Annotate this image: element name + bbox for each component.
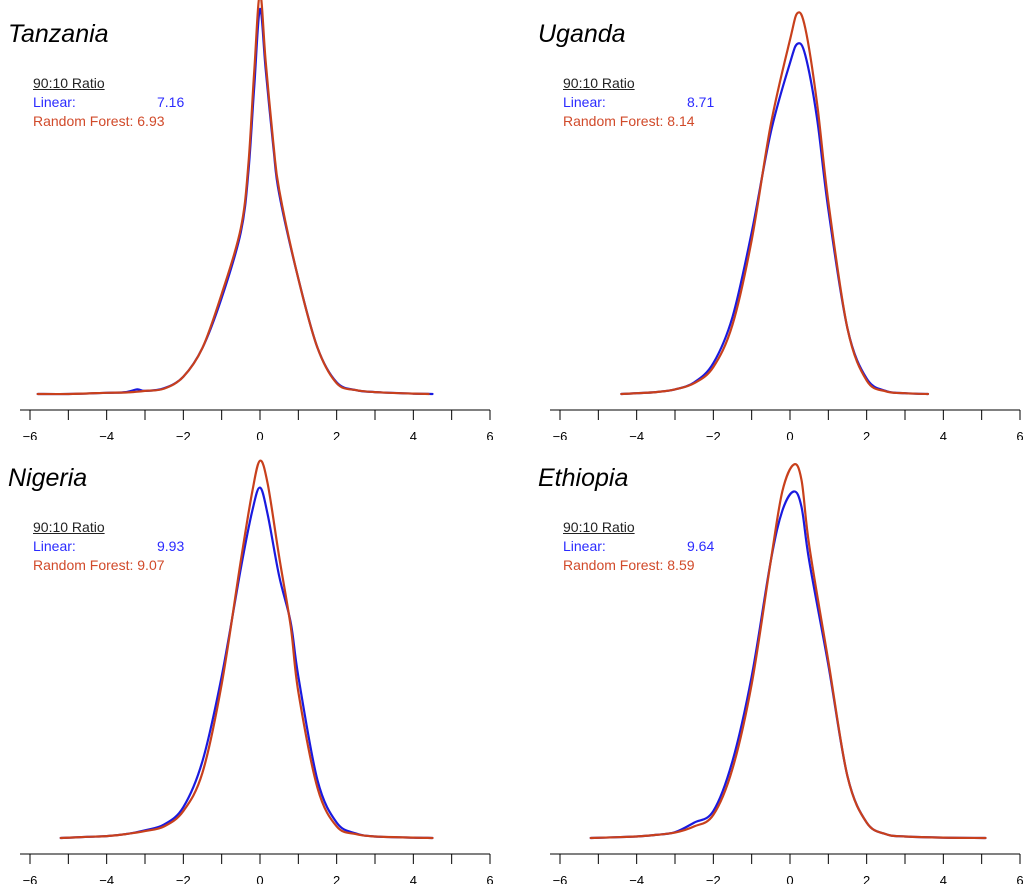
x-tick-label: −4 (629, 429, 644, 440)
x-tick-label: −2 (706, 873, 721, 884)
linear-value: 9.93 (157, 538, 185, 554)
linear-label: Linear: (563, 538, 606, 554)
random-forest-density-line (59, 459, 434, 840)
linear-ratio-row: Linear: 9.64 (563, 538, 714, 554)
random-forest-density-line (36, 0, 430, 396)
linear-ratio-row: Linear: 8.71 (563, 94, 714, 110)
rf-label: Random Forest: (563, 113, 664, 129)
x-tick-label: 4 (410, 873, 417, 884)
linear-label: Linear: (563, 94, 606, 110)
linear-label: Linear: (33, 94, 76, 110)
panel-title: Tanzania (8, 20, 109, 48)
ratio-title: 90:10 Ratio (563, 75, 635, 91)
density-panel-nigeria: −6−4−20246TFPR Nigeria 90:10 Ratio Linea… (0, 444, 510, 884)
x-tick-label: 2 (863, 873, 870, 884)
x-tick-label: 2 (333, 873, 340, 884)
x-tick-label: 4 (940, 873, 947, 884)
rf-value: 8.59 (667, 557, 695, 573)
x-tick-label: 6 (486, 873, 493, 884)
linear-value: 8.71 (687, 94, 715, 110)
linear-value: 9.64 (687, 538, 715, 554)
random-forest-density-line (589, 463, 987, 840)
x-tick-label: 6 (1016, 429, 1023, 440)
linear-density-line (36, 7, 434, 396)
chart-svg: −6−4−20246TFPR (550, 463, 1024, 884)
x-tick-label: −4 (99, 429, 114, 440)
panel-title: Uganda (538, 20, 626, 48)
x-tick-label: −6 (553, 873, 568, 884)
x-tick-label: 0 (786, 873, 793, 884)
linear-ratio-row: Linear: 9.93 (33, 538, 184, 554)
density-panel-tanzania: −6−4−20246TFPR Tanzania 90:10 Ratio Line… (0, 0, 510, 440)
x-tick-label: 4 (940, 429, 947, 440)
x-tick-label: 2 (333, 429, 340, 440)
ratio-title: 90:10 Ratio (33, 75, 105, 91)
x-tick-label: −6 (553, 429, 568, 440)
x-tick-label: −2 (176, 873, 191, 884)
chart-svg: −6−4−20246TFPR (550, 11, 1024, 440)
rf-value: 9.07 (137, 557, 165, 573)
panel-title: Nigeria (8, 464, 88, 492)
x-tick-label: −2 (176, 429, 191, 440)
x-tick-label: −6 (23, 873, 38, 884)
x-tick-label: −2 (706, 429, 721, 440)
rf-label: Random Forest: (563, 557, 664, 573)
ratio-title: 90:10 Ratio (33, 519, 105, 535)
rf-value: 8.14 (667, 113, 695, 129)
rf-ratio-row: Random Forest: 8.14 (563, 113, 695, 129)
chart-svg: −6−4−20246TFPR (20, 459, 494, 884)
chart-svg: −6−4−20246TFPR (20, 0, 494, 440)
x-tick-label: 0 (786, 429, 793, 440)
x-tick-label: −6 (23, 429, 38, 440)
x-tick-label: 6 (1016, 873, 1023, 884)
rf-value: 6.93 (137, 113, 165, 129)
rf-ratio-row: Random Forest: 8.59 (563, 557, 695, 573)
x-tick-label: 6 (486, 429, 493, 440)
rf-ratio-row: Random Forest: 9.07 (33, 557, 165, 573)
x-tick-label: 2 (863, 429, 870, 440)
x-tick-label: −4 (99, 873, 114, 884)
random-forest-density-line (620, 11, 930, 396)
panel-title: Ethiopia (538, 464, 629, 492)
ratio-title: 90:10 Ratio (563, 519, 635, 535)
rf-ratio-row: Random Forest: 6.93 (33, 113, 165, 129)
rf-label: Random Forest: (33, 113, 134, 129)
linear-ratio-row: Linear: 7.16 (33, 94, 184, 110)
x-tick-label: 0 (256, 873, 263, 884)
linear-value: 7.16 (157, 94, 185, 110)
x-tick-label: −4 (629, 873, 644, 884)
density-panel-ethiopia: −6−4−20246TFPR Ethiopia 90:10 Ratio Line… (530, 444, 1029, 884)
x-tick-label: 0 (256, 429, 263, 440)
x-tick-label: 4 (410, 429, 417, 440)
linear-label: Linear: (33, 538, 76, 554)
rf-label: Random Forest: (33, 557, 134, 573)
density-panel-uganda: −6−4−20246TFPR Uganda 90:10 Ratio Linear… (530, 0, 1029, 440)
